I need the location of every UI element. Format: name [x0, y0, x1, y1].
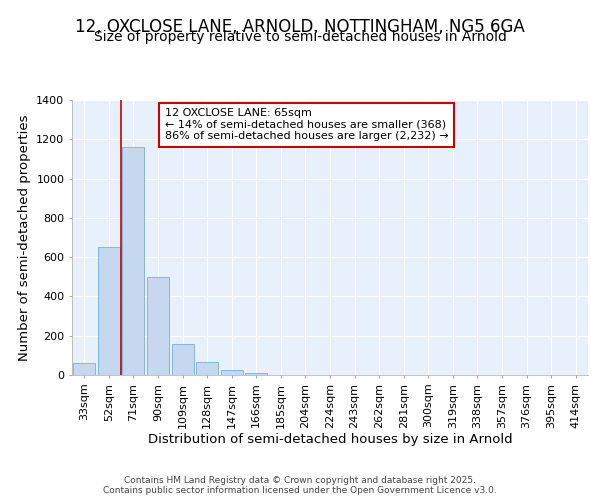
Text: Size of property relative to semi-detached houses in Arnold: Size of property relative to semi-detach…: [94, 30, 506, 44]
Bar: [172, 344, 194, 375]
Text: 12 OXCLOSE LANE: 65sqm
← 14% of semi-detached houses are smaller (368)
86% of se: 12 OXCLOSE LANE: 65sqm ← 14% of semi-det…: [165, 108, 449, 142]
Text: Contains HM Land Registry data © Crown copyright and database right 2025.
Contai: Contains HM Land Registry data © Crown c…: [103, 476, 497, 495]
Bar: [221, 370, 243, 375]
Bar: [122, 147, 145, 375]
Y-axis label: Number of semi-detached properties: Number of semi-detached properties: [17, 114, 31, 361]
X-axis label: Distribution of semi-detached houses by size in Arnold: Distribution of semi-detached houses by …: [148, 434, 512, 446]
Bar: [196, 362, 218, 375]
Bar: [98, 248, 120, 375]
Bar: [245, 373, 268, 375]
Bar: [147, 277, 169, 375]
Text: 12, OXCLOSE LANE, ARNOLD, NOTTINGHAM, NG5 6GA: 12, OXCLOSE LANE, ARNOLD, NOTTINGHAM, NG…: [75, 18, 525, 36]
Bar: [73, 363, 95, 375]
